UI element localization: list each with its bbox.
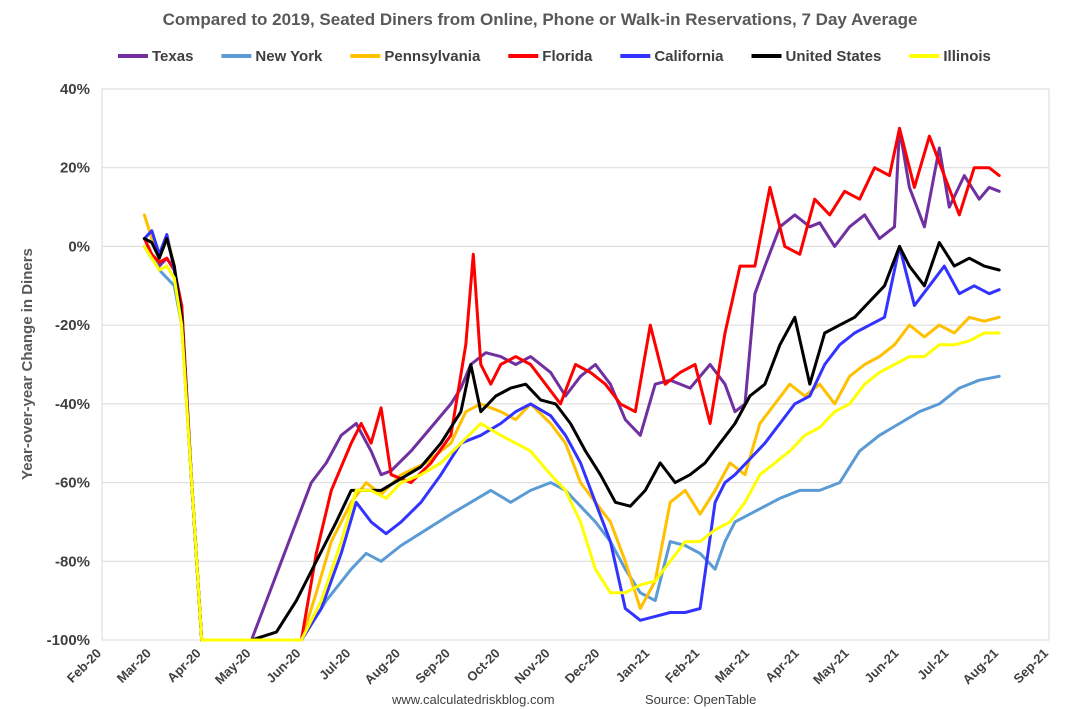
x-tick-label: Apr-20 (164, 646, 204, 686)
x-tick-label: Nov-20 (511, 646, 552, 687)
x-tick-label: Mar-20 (114, 646, 154, 686)
legend-label-illinois: Illinois (943, 48, 991, 65)
y-tick-label: -100% (47, 632, 90, 649)
x-tick-label: Jul-20 (316, 646, 353, 683)
plot-area (101, 88, 1050, 641)
y-tick-label: 20% (60, 160, 90, 177)
series-line-united-states (142, 237, 1001, 642)
y-tick-label: -80% (55, 553, 90, 570)
source-label: Source: OpenTable (645, 692, 756, 707)
x-tick-label: May-21 (810, 646, 852, 688)
x-tick-label: Feb-20 (64, 646, 104, 686)
y-tick-label: -60% (55, 475, 90, 492)
series-lines (142, 126, 1001, 642)
legend-label-united-states: United States (786, 48, 882, 65)
y-tick-label: -40% (55, 396, 90, 413)
y-tick-label: 0% (68, 238, 90, 255)
legend-label-new-york: New York (255, 48, 323, 65)
x-tick-label: Jul-21 (914, 646, 951, 683)
legend-label-pennsylvania: Pennsylvania (384, 48, 481, 65)
website-label: www.calculatedriskblog.com (391, 692, 555, 707)
legend: Texas New York Pennsylvania Florida Californ… (118, 48, 991, 65)
x-tick-label: Sep-21 (1010, 646, 1051, 687)
series-line-illinois (142, 244, 1001, 642)
y-axis-label: Year-over-year Change in Diners (19, 248, 36, 480)
legend-label-florida: Florida (542, 48, 593, 65)
chart-title: Compared to 2019, Seated Diners from Onl… (163, 10, 918, 29)
x-tick-label: Mar-21 (712, 646, 752, 686)
series-line-texas (142, 126, 1001, 642)
x-tick-label: Oct-20 (464, 646, 503, 685)
y-tick-labels: 40% 20% 0% -20% -40% -60% -80% -100% (47, 81, 90, 649)
x-tick-label: Aug-21 (960, 646, 1002, 688)
legend-label-california: California (654, 48, 724, 65)
x-tick-label: May-20 (212, 646, 254, 688)
x-tick-label: Jan-21 (613, 646, 653, 686)
x-tick-label: Sep-20 (412, 646, 453, 687)
legend-label-texas: Texas (152, 48, 193, 65)
x-tick-label: Jun-20 (263, 646, 303, 686)
x-tick-label: Dec-20 (562, 646, 603, 687)
x-tick-label: Aug-20 (361, 646, 403, 688)
series-line-california (142, 229, 1001, 642)
x-tick-label: Apr-21 (762, 646, 802, 686)
y-tick-label: 40% (60, 81, 90, 98)
x-tick-label: Jun-21 (861, 646, 901, 686)
gridlines (102, 88, 1049, 641)
y-tick-label: -20% (55, 317, 90, 334)
series-line-florida (142, 126, 1001, 642)
x-tick-label: Feb-21 (662, 646, 702, 686)
x-tick-labels: Feb-20 Mar-20 Apr-20 May-20 Jun-20 Jul-20 Aug-… (64, 646, 1051, 688)
